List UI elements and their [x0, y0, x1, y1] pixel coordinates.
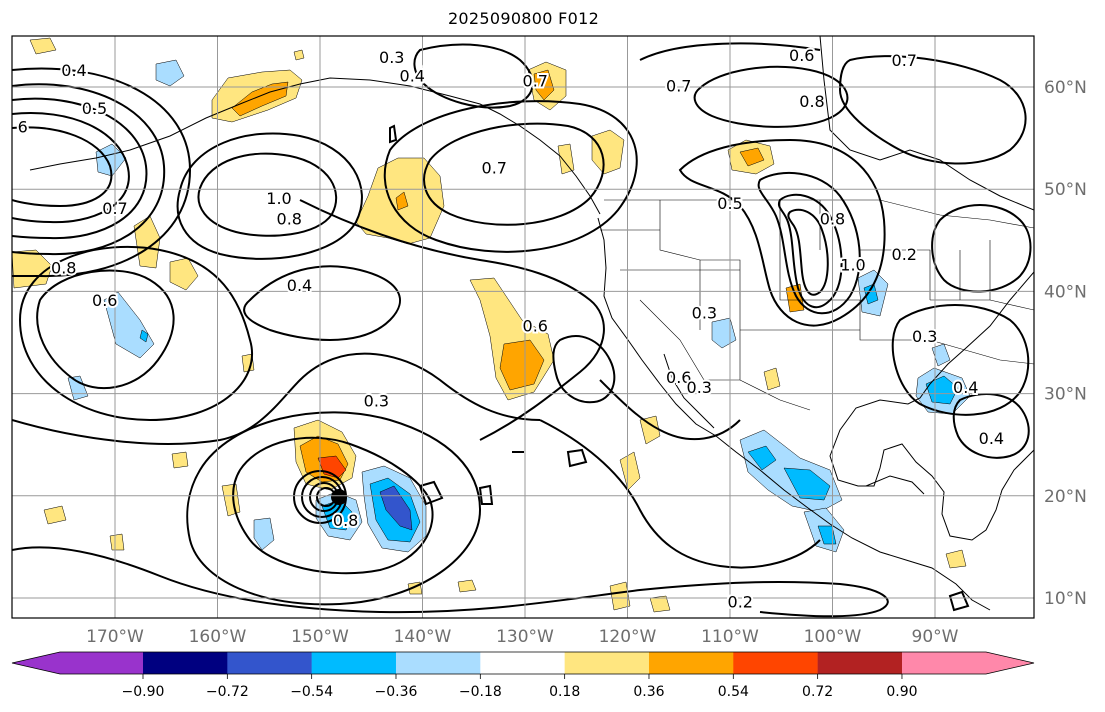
colorbar-outline — [11, 651, 1035, 675]
contour-label: 0.4 — [979, 429, 1004, 448]
contour-label: 0.4 — [61, 61, 86, 80]
axis-labels-layer: 170°W 160°W 150°W 140°W 130°W 120°W 110°W 100°W… — [86, 78, 1087, 647]
latitude-label: 40°N — [1044, 282, 1087, 302]
longitude-label: 140°W — [394, 627, 452, 647]
longitude-label: 150°W — [291, 627, 349, 647]
contour-label: 0.2 — [728, 593, 753, 612]
longitude-label: 90°W — [912, 627, 959, 647]
small-contours-layer — [389, 124, 970, 612]
colorbar-tick-label: 0.54 — [718, 684, 749, 700]
contour-label: 0.4 — [953, 378, 978, 397]
colorbar-tick-label: −0.90 — [122, 684, 165, 700]
contour-label: 0.3 — [692, 303, 717, 322]
contour-label: 0.7 — [892, 51, 917, 70]
contour-label: 0.4 — [400, 66, 425, 85]
colorbar-bin — [817, 652, 903, 674]
colorbar-bin — [564, 652, 650, 674]
colorbar-bin — [648, 652, 734, 674]
contour-label: 0.4 — [287, 276, 312, 295]
longitude-label: 130°W — [496, 627, 554, 647]
colorbar-tick-label: 0.18 — [549, 684, 580, 700]
map-plot-area: 0.40.560.30.4 0.7 0.70.60.80.70.60.80.71.0… — [12, 36, 1034, 618]
colorbar-tick-label: 0.72 — [802, 684, 833, 700]
longitude-label: 170°W — [86, 627, 144, 647]
colorbar-tick-label: −0.72 — [206, 684, 249, 700]
latitude-label: 30°N — [1044, 385, 1087, 405]
contour-label: 0.2 — [892, 245, 917, 264]
contour-label: 0.6 — [92, 291, 117, 310]
colorbar-bin — [902, 652, 987, 674]
contour-label: 0.8 — [277, 209, 302, 228]
map-title: 2025090800 F012 — [447, 9, 600, 28]
colorbar-bin — [60, 652, 144, 674]
contour-label: 6 — [18, 117, 28, 136]
contour-label: 0.8 — [51, 258, 76, 277]
contour-label: 0.3 — [912, 327, 937, 346]
latitude-label: 20°N — [1044, 487, 1087, 507]
latitude-label: 50°N — [1044, 180, 1087, 200]
colorbar-bin — [227, 652, 312, 674]
cyclone-center-marker — [331, 489, 347, 505]
contour-label: 0.8 — [333, 511, 358, 530]
contour-label: 0.6 — [666, 368, 691, 387]
contour-labels-layer: 0.40.560.30.4 0.7 0.70.60.80.70.60.80.71.0… — [16, 44, 1034, 614]
colorbar-tick-label: −0.54 — [290, 684, 333, 700]
colorbar-bin — [311, 652, 397, 674]
longitude-label: 120°W — [599, 627, 657, 647]
graticule-layer — [12, 36, 1034, 618]
contour-label: 0.8 — [820, 209, 845, 228]
political-borders-layer — [600, 199, 1034, 411]
longitude-label: 160°W — [189, 627, 247, 647]
contour-label: 1.0 — [266, 189, 291, 208]
colorbar-tick-label: 0.90 — [886, 684, 917, 700]
contour-label: 0.7 — [666, 77, 691, 96]
colorbar-underflow-triangle — [12, 652, 60, 674]
contour-label: 0.8 — [799, 92, 824, 111]
contour-label: 0.3 — [687, 378, 712, 397]
colorbar-bin — [143, 652, 228, 674]
colorbar-tick-label: −0.18 — [459, 684, 502, 700]
contour-label: 0.7 — [102, 199, 127, 218]
longitude-label: 110°W — [701, 627, 759, 647]
coastline-layer — [29, 36, 1034, 611]
contour-lines-layer — [12, 42, 1032, 618]
contour-label: 0.5 — [82, 99, 107, 118]
colorbar-bin — [733, 652, 818, 674]
contour-label: 1.0 — [840, 255, 865, 274]
colorbar-bins — [60, 652, 987, 674]
latitude-label: 10°N — [1044, 589, 1087, 609]
colorbar: −0.90 −0.72 −0.54 −0.36 −0.18 0.18 0.36 0.54 0.7… — [11, 651, 1035, 700]
contour-label: 0.5 — [717, 194, 742, 213]
filled-anomaly-layer — [12, 37, 971, 613]
latitude-label: 60°N — [1044, 78, 1087, 98]
contour-label: 0.6 — [789, 46, 814, 65]
contour-label: 0.7 — [523, 71, 548, 90]
contour-label: 0.3 — [364, 391, 389, 410]
longitude-label: 100°W — [804, 627, 862, 647]
contour-label: 0.6 — [523, 317, 548, 336]
colorbar-ticks: −0.90 −0.72 −0.54 −0.36 −0.18 0.18 0.36 0.54 0.7… — [122, 674, 918, 700]
colorbar-bin — [395, 652, 481, 674]
colorbar-bin — [480, 652, 565, 674]
map-frame — [11, 35, 1035, 619]
contour-label: 0.3 — [379, 48, 404, 67]
colorbar-overflow-triangle — [986, 652, 1034, 674]
colorbar-tick-label: −0.36 — [375, 684, 418, 700]
colorbar-tick-label: 0.36 — [633, 684, 664, 700]
contour-label: 0.7 — [482, 158, 507, 177]
